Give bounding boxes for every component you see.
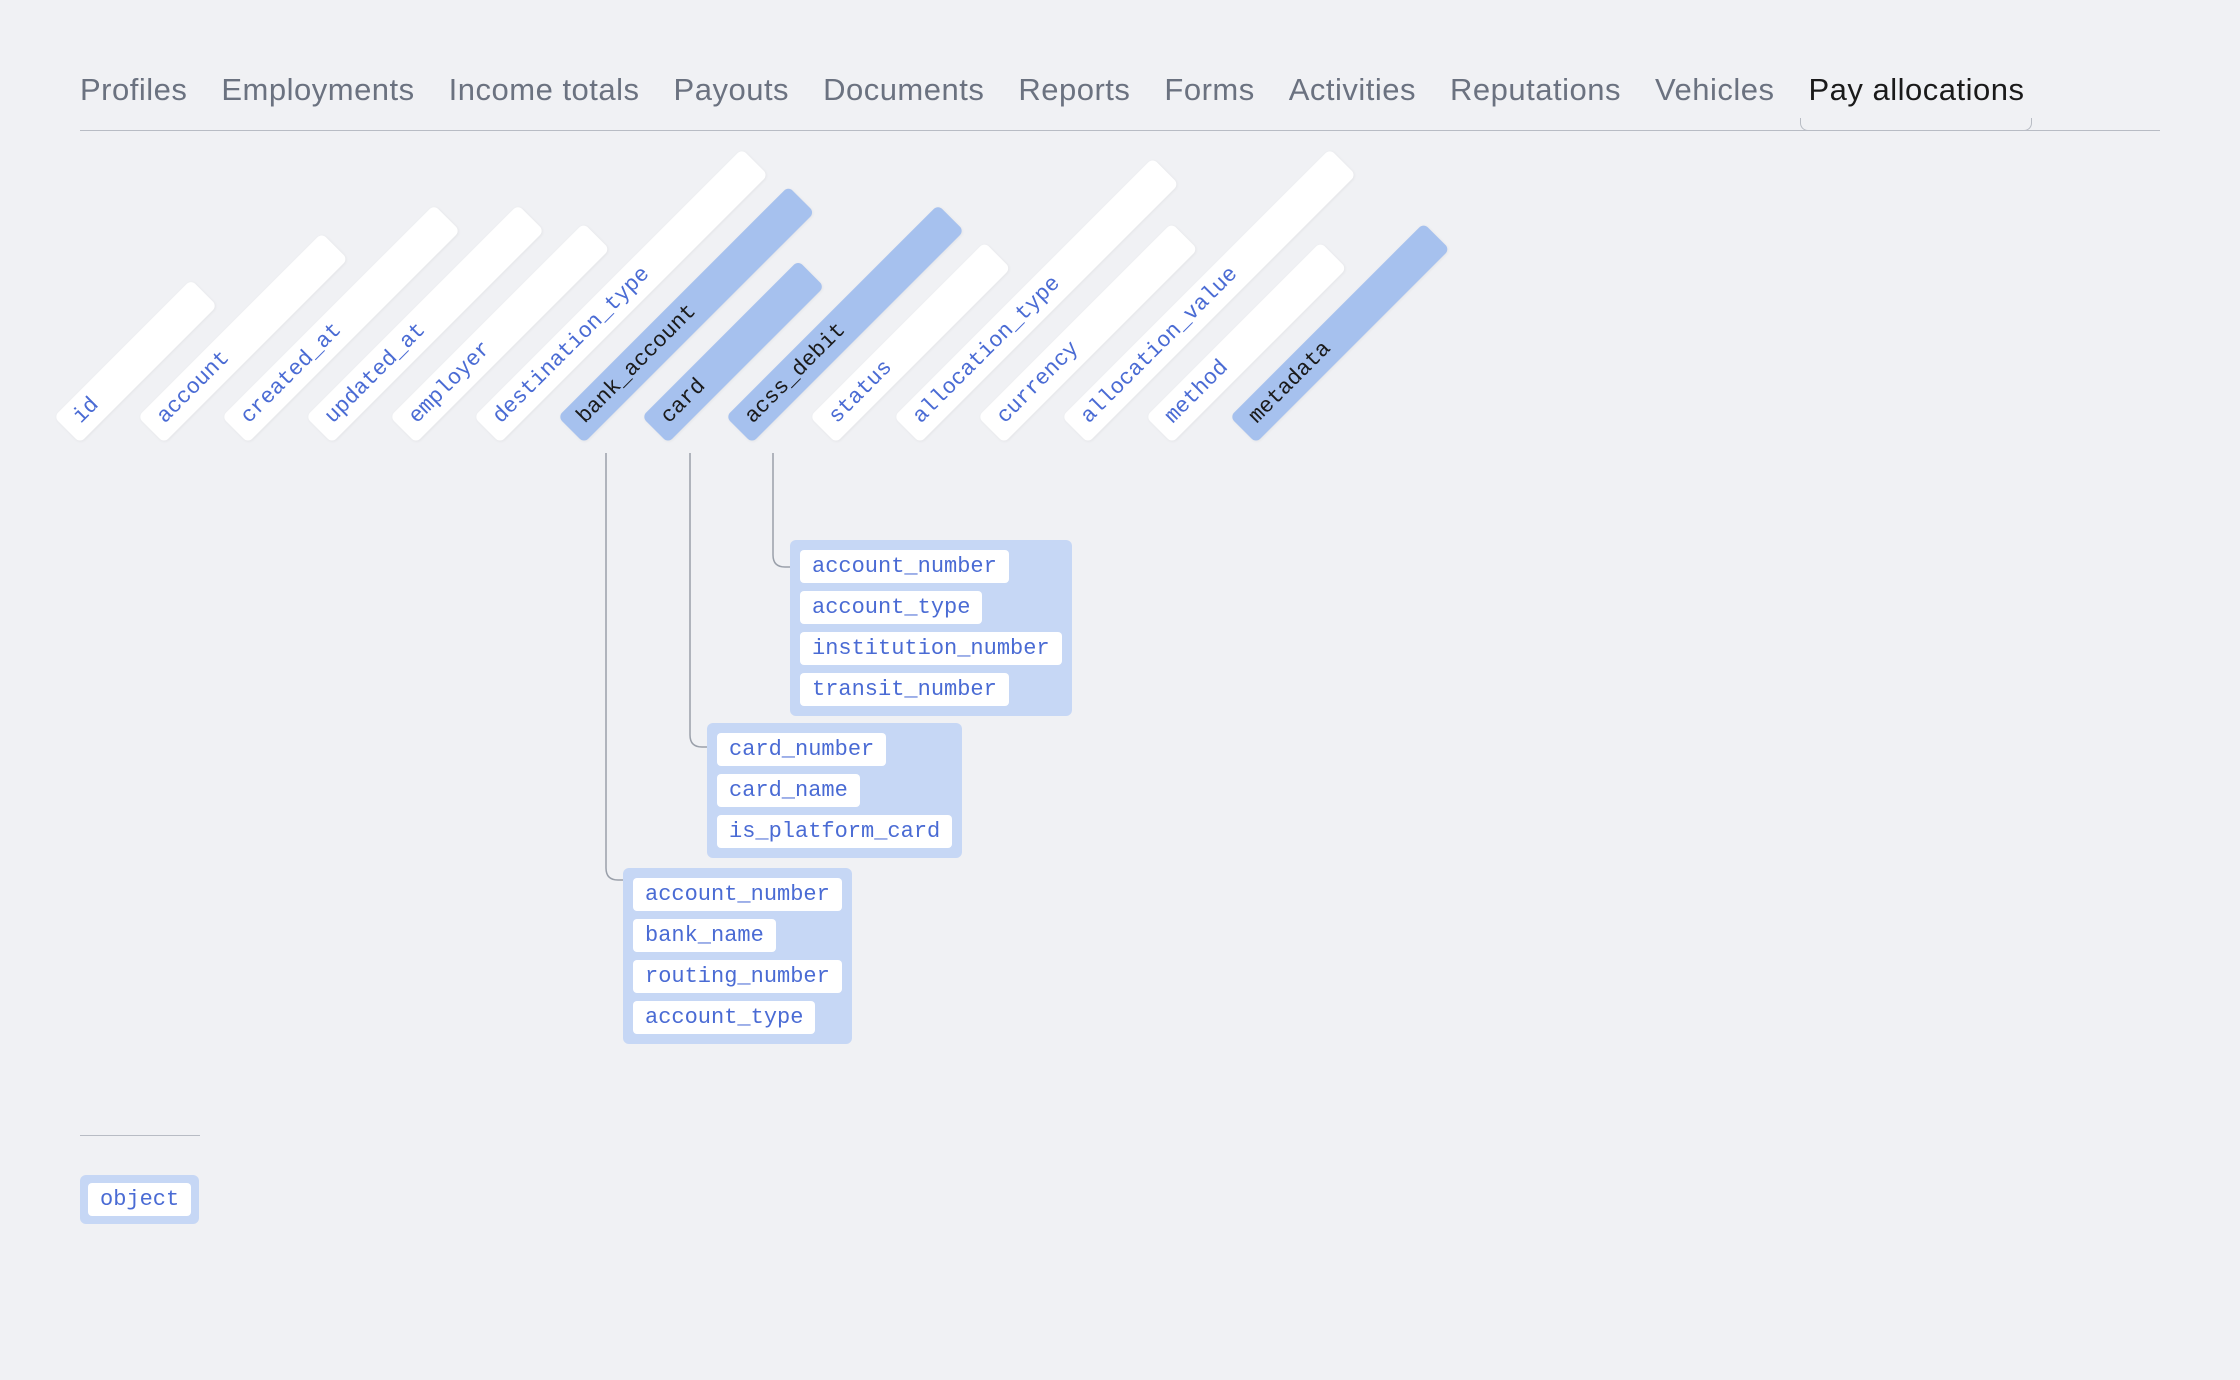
subfield-card-number[interactable]: card_number: [717, 733, 886, 766]
connector-line: [773, 453, 790, 567]
tab-reports[interactable]: Reports: [1018, 72, 1130, 108]
subfield-card-name[interactable]: card_name: [717, 774, 860, 807]
subfield-institution-number[interactable]: institution_number: [800, 632, 1062, 665]
diagram-canvas: idaccountcreated_atupdated_atemployerdes…: [80, 175, 2160, 1340]
subgroup-bank-account: account_number bank_name routing_numberacc…: [623, 868, 852, 1044]
subfield-account-type[interactable]: account_type: [800, 591, 982, 624]
connector-line: [690, 453, 707, 747]
subfield-bank-name[interactable]: bank_name: [633, 919, 776, 952]
subfield-account-number[interactable]: account_number: [800, 550, 1009, 583]
subfield-account-type[interactable]: account_type: [633, 1001, 815, 1034]
field-label: status: [824, 355, 898, 429]
field-label: id: [68, 393, 104, 429]
bottom-rule: [80, 1135, 200, 1136]
legend-object: object: [80, 1175, 199, 1224]
field-pad: [1331, 250, 1430, 349]
tab-forms[interactable]: Forms: [1164, 72, 1254, 108]
tab-profiles[interactable]: Profiles: [80, 72, 187, 108]
tab-vehicles[interactable]: Vehicles: [1655, 72, 1774, 108]
subfield-account-number[interactable]: account_number: [633, 878, 842, 911]
subfield-is-platform-card[interactable]: is_platform_card: [717, 815, 952, 848]
tab-activities[interactable]: Activities: [1289, 72, 1416, 108]
subfield-transit-number[interactable]: transit_number: [800, 673, 1009, 706]
subfield-routing-number[interactable]: routing_number: [633, 960, 842, 993]
legend-label: object: [88, 1183, 191, 1216]
tab-pay-allocations[interactable]: Pay allocations: [1808, 72, 2024, 108]
tab-employments[interactable]: Employments: [221, 72, 414, 108]
tab-documents[interactable]: Documents: [823, 72, 984, 108]
tab-bar: Profiles Employments Income totals Payouts D…: [80, 72, 2160, 131]
field-label: card: [656, 374, 711, 429]
subgroup-acss-debit: account_number account_type institution_nu…: [790, 540, 1072, 716]
tab-reputations[interactable]: Reputations: [1450, 72, 1621, 108]
tab-income-totals[interactable]: Income totals: [449, 72, 640, 108]
subgroup-card: card_number card_name is_platform_card: [707, 723, 962, 858]
field-label: method: [1160, 355, 1234, 429]
tab-payouts[interactable]: Payouts: [674, 72, 790, 108]
connector-line: [606, 453, 623, 880]
